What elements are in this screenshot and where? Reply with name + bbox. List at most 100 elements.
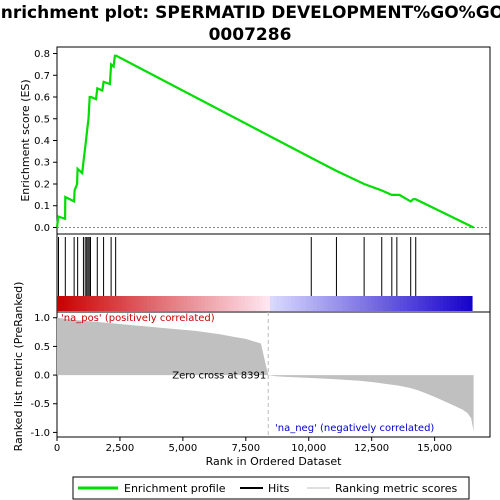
rank-colorbar-segment — [457, 296, 462, 311]
rank-colorbar-segment — [85, 296, 91, 311]
es-ytick-label: 0.6 — [34, 93, 50, 104]
rank-colorbar-segment — [201, 296, 206, 311]
rank-colorbar-segment — [161, 296, 166, 311]
rank-colorbar-segment — [158, 296, 163, 311]
es-plot-frame — [56, 46, 491, 235]
legend-hits-label: Hits — [268, 482, 290, 495]
rank-colorbar-segment — [295, 296, 300, 311]
chart-title-line2: 0007286 — [209, 25, 292, 45]
metric-x-axis-label: Rank in Ordered Dataset — [206, 455, 343, 468]
rank-colorbar-segment — [378, 296, 383, 311]
rank-colorbar-segment — [327, 296, 332, 311]
rank-colorbar-segment — [93, 296, 98, 311]
rank-colorbar-segment — [183, 296, 188, 311]
rank-colorbar-segment — [266, 296, 271, 311]
rank-colorbar-segment — [121, 296, 127, 311]
es-ytick-label: 0.8 — [34, 49, 50, 60]
rank-colorbar-segment — [320, 296, 325, 311]
rank-colorbar-segment — [219, 296, 224, 311]
rank-colorbar-segment — [313, 296, 318, 311]
rank-colorbar-segment — [172, 296, 177, 311]
rank-colorbar-segment — [147, 296, 152, 311]
rank-colorbar-segment — [204, 296, 210, 311]
rank-colorbar-segment — [255, 296, 260, 311]
rank-colorbar-segment — [450, 296, 455, 311]
rank-colorbar-segment — [309, 296, 314, 311]
rank-colorbar-segment — [226, 296, 231, 311]
metric-ytick-label: -1.0 — [30, 428, 50, 439]
rank-colorbar-segment — [100, 296, 105, 311]
metric-xtick-label: 0 — [54, 443, 60, 454]
rank-colorbar-segment — [298, 296, 303, 311]
rank-colorbar-segment — [428, 296, 433, 311]
rank-colorbar-segment — [432, 296, 437, 311]
rank-colorbar-segment — [60, 296, 65, 311]
rank-colorbar-segment — [248, 296, 253, 311]
rank-colorbar-segment — [168, 296, 174, 311]
metric-ytick-label: 1.0 — [34, 313, 50, 324]
rank-colorbar-segment — [125, 296, 130, 311]
legend-box — [72, 476, 470, 500]
rank-colorbar-segment — [75, 296, 80, 311]
rank-colorbar-segment — [96, 296, 101, 311]
legend: Enrichment profile Hits Ranking metric s… — [72, 476, 470, 500]
rank-colorbar-segment — [269, 296, 275, 311]
metric-xtick-label: 15,000 — [417, 443, 452, 454]
rank-colorbar-segment — [107, 296, 112, 311]
rank-colorbar-segment — [338, 296, 343, 311]
rank-colorbar-segment — [118, 296, 123, 311]
metric-ytick-label: 0.0 — [34, 371, 50, 382]
rank-colorbar-segment — [129, 296, 134, 311]
rank-colorbar-segment — [305, 296, 311, 311]
rank-colorbar-segment — [251, 296, 257, 311]
rank-colorbar-segment — [215, 296, 220, 311]
chart-title-line1: Enrichment plot: SPERMATID DEVELOPMENT%G… — [0, 3, 500, 23]
ranked-metric-panel: 1.0 0.5 0.0 -0.5 -1.0 0 2,500 5,000 7,500 10,000 1… — [12, 282, 491, 468]
rank-colorbar-segment — [237, 296, 242, 311]
metric-xtick-label: 5,000 — [169, 443, 198, 454]
rank-colorbar-segment — [194, 296, 199, 311]
es-ytick-label: 0.5 — [34, 114, 50, 125]
zero-cross-label: Zero cross at 8391 — [172, 371, 266, 382]
rank-colorbar-segment — [446, 296, 451, 311]
metric-ytick-label: -0.5 — [30, 399, 50, 410]
rank-colorbar-segment — [291, 296, 296, 311]
rank-colorbar-segment — [385, 296, 390, 311]
rank-colorbar-segment — [259, 296, 264, 311]
rank-colorbar-segment — [136, 296, 141, 311]
rank-colorbar-segment — [316, 296, 322, 311]
rank-colorbar-segment — [139, 296, 145, 311]
rank-colorbar-segment — [324, 296, 329, 311]
rank-colorbar-segment — [277, 296, 282, 311]
rank-colorbar-segment — [349, 296, 354, 311]
rank-colorbar-segment — [403, 296, 408, 311]
es-ytick-label: 0.3 — [34, 158, 50, 169]
rank-colorbar-segment — [407, 296, 412, 311]
rank-colorbar-segment — [208, 296, 213, 311]
metric-area — [57, 317, 474, 432]
rank-colorbar-segment — [154, 296, 159, 311]
rank-colorbar-segment — [190, 296, 195, 311]
rank-colorbar-segment — [345, 296, 350, 311]
rank-colorbar-segment — [89, 296, 94, 311]
rank-colorbar-segment — [392, 296, 397, 311]
rank-colorbar-segment — [287, 296, 293, 311]
es-ytick-label: 0.2 — [34, 179, 50, 190]
metric-ytick-label: 0.5 — [34, 342, 50, 353]
metric-y-axis-label: Ranked list metric (PreRanked) — [12, 282, 25, 452]
rank-colorbar-segment — [67, 296, 73, 311]
rank-colorbar-segment — [103, 296, 109, 311]
rank-colorbar-segment — [57, 296, 62, 311]
rank-colorbar-segment — [150, 296, 156, 311]
rank-colorbar-segment — [280, 296, 285, 311]
es-ytick-label: 0.4 — [34, 136, 50, 147]
rank-colorbar-segment — [414, 296, 419, 311]
rank-colorbar-segment — [453, 296, 459, 311]
rank-colorbar-segment — [186, 296, 192, 311]
rank-colorbar-segment — [331, 296, 336, 311]
rank-colorbar-segment — [342, 296, 347, 311]
rank-colorbar-segment — [284, 296, 289, 311]
rank-colorbar-segment — [439, 296, 444, 311]
rank-colorbar-segment — [64, 296, 69, 311]
rank-colorbar-segment — [302, 296, 307, 311]
